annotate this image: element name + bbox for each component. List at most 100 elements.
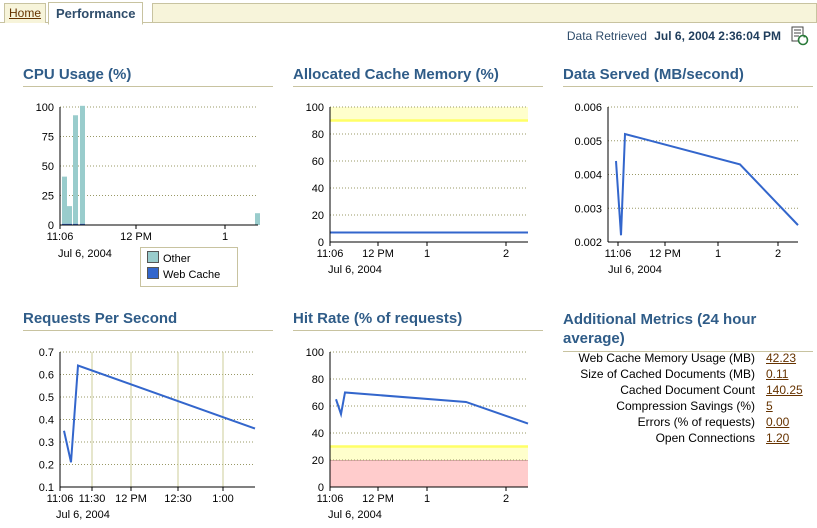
requests-date-label: Jul 6, 2004 xyxy=(56,509,110,521)
tab-bar-divider xyxy=(0,22,817,23)
requests-chart: 0.1 0.2 0.3 0.4 0.5 0.6 0.7 11:06 11:30 12 PM 12:3… xyxy=(39,347,256,521)
metric-value-link[interactable]: 0.11 xyxy=(766,367,789,381)
bar-web-cache xyxy=(73,223,78,225)
x-tick-label: 1:00 xyxy=(212,493,233,505)
metric-value-link[interactable]: 140.25 xyxy=(766,383,803,397)
data-served-title: Data Served (MB/second) xyxy=(563,66,813,87)
x-tick-label: 11:06 xyxy=(47,493,74,505)
y-tick-label: 40 xyxy=(312,183,324,195)
x-tick-label: 11:06 xyxy=(47,231,74,243)
metric-label: Size of Cached Documents (MB) xyxy=(580,367,755,381)
legend-swatch-web-cache xyxy=(147,267,159,279)
x-tick-label: 2 xyxy=(503,493,509,505)
y-tick-label: 100 xyxy=(36,102,54,114)
bar-other xyxy=(80,105,85,224)
y-tick-label: 60 xyxy=(312,156,324,168)
tab-bar: Home Performance xyxy=(0,0,817,25)
allocated-cache-title: Allocated Cache Memory (%) xyxy=(293,66,543,87)
y-tick-label: 80 xyxy=(312,129,324,141)
x-tick-label: 11:30 xyxy=(79,493,106,505)
x-tick-label: 1 xyxy=(424,493,430,505)
cpu-date-label: Jul 6, 2004 xyxy=(58,248,112,260)
x-tick-label: 11:06 xyxy=(317,248,344,260)
hit-rate-title: Hit Rate (% of requests) xyxy=(293,310,543,331)
series-line xyxy=(63,364,256,463)
y-tick-label: 0.003 xyxy=(574,203,602,215)
y-tick-label: 0.3 xyxy=(39,437,54,449)
y-tick-label: 40 xyxy=(312,428,324,440)
y-tick-label: 0.1 xyxy=(39,482,54,494)
metric-label: Cached Document Count xyxy=(620,383,755,397)
legend-label-other: Other xyxy=(163,253,191,265)
served-date-label: Jul 6, 2004 xyxy=(608,264,662,276)
y-tick-label: 0.2 xyxy=(39,460,54,472)
bar-web-cache xyxy=(62,223,67,225)
metric-value-link[interactable]: 0.00 xyxy=(766,415,790,429)
y-tick-label: 0.4 xyxy=(39,415,54,427)
x-tick-label: 12 PM xyxy=(649,248,681,260)
metric-value-link[interactable]: 1.20 xyxy=(766,431,790,445)
y-tick-label: 0.006 xyxy=(574,102,602,114)
hitrate-date-label: Jul 6, 2004 xyxy=(328,509,382,521)
warning-threshold-band xyxy=(330,107,528,121)
bar-web-cache xyxy=(67,223,72,225)
requests-per-second-title: Requests Per Second xyxy=(23,310,273,331)
legend-item-other: Other xyxy=(147,251,191,265)
x-tick-label: 1 xyxy=(222,231,228,243)
y-tick-label: 80 xyxy=(312,374,324,386)
tab-home[interactable]: Home xyxy=(4,3,47,23)
y-tick-label: 20 xyxy=(312,210,324,222)
series-line xyxy=(615,132,799,236)
bar-other xyxy=(73,115,78,224)
y-tick-label: 0.6 xyxy=(39,370,54,382)
x-tick-label: 11:06 xyxy=(317,493,344,505)
cpu-usage-title: CPU Usage (%) xyxy=(23,66,273,87)
metric-label: Errors (% of requests) xyxy=(637,415,755,429)
y-tick-label: 0.005 xyxy=(574,136,602,148)
metric-value-link[interactable]: 5 xyxy=(766,399,773,413)
y-tick-label: 60 xyxy=(312,401,324,413)
data-retrieved: Data Retrieved Jul 6, 2004 2:36:04 PM xyxy=(567,29,781,43)
data-retrieved-label: Data Retrieved xyxy=(566,29,647,43)
critical-threshold-band xyxy=(330,460,528,487)
allocated-cache-chart: 0 20 40 60 80 100 11:06 12 PM 1 2 Jul 6, 2004 xyxy=(306,102,528,276)
x-tick-label: 1 xyxy=(715,248,721,260)
y-tick-label: 100 xyxy=(306,102,324,114)
data-retrieved-value: Jul 6, 2004 2:36:04 PM xyxy=(654,29,781,43)
additional-metrics-title: Additional Metrics (24 hour average) xyxy=(563,310,813,352)
metric-label: Compression Savings (%) xyxy=(616,399,755,413)
warning-threshold-band xyxy=(330,446,528,460)
metric-label: Open Connections xyxy=(655,431,755,445)
y-tick-label: 0.004 xyxy=(574,170,602,182)
y-tick-label: 25 xyxy=(42,191,54,203)
y-tick-label: 20 xyxy=(312,455,324,467)
x-tick-label: 12:30 xyxy=(164,493,192,505)
y-tick-label: 0.7 xyxy=(39,347,54,359)
y-tick-label: 50 xyxy=(42,161,54,173)
x-tick-label: 2 xyxy=(503,248,509,260)
x-tick-label: 12 PM xyxy=(120,231,152,243)
x-tick-label: 2 xyxy=(775,248,781,260)
refresh-icon[interactable] xyxy=(791,26,809,46)
legend-swatch-other xyxy=(147,251,159,263)
y-tick-label: 0 xyxy=(318,237,324,249)
metric-value-link[interactable]: 42.23 xyxy=(766,351,797,365)
cpu-usage-chart: 0 25 50 75 100 11:06 12 PM 1 Jul 6, 2004 xyxy=(36,102,260,260)
x-tick-label: 12 PM xyxy=(362,493,394,505)
bar-other xyxy=(67,206,72,224)
bar-other xyxy=(255,213,260,225)
cpu-legend: Other Web Cache xyxy=(140,247,238,287)
x-tick-label: 12 PM xyxy=(362,248,394,260)
bar-other xyxy=(62,176,67,224)
y-tick-label: 75 xyxy=(42,132,54,144)
metric-label: Web Cache Memory Usage (MB) xyxy=(578,351,756,365)
cache-date-label: Jul 6, 2004 xyxy=(328,264,382,276)
x-tick-label: 11:06 xyxy=(605,248,632,260)
legend-label-web-cache: Web Cache xyxy=(163,269,221,281)
data-served-chart: 0.002 0.003 0.004 0.005 0.006 11:06 12 PM 1 2 Ju… xyxy=(574,102,799,276)
tab-bar-background xyxy=(152,3,817,23)
tab-performance[interactable]: Performance xyxy=(48,2,144,25)
bar-web-cache xyxy=(80,223,85,225)
y-tick-label: 0 xyxy=(48,220,54,232)
y-tick-label: 0.5 xyxy=(39,392,54,404)
